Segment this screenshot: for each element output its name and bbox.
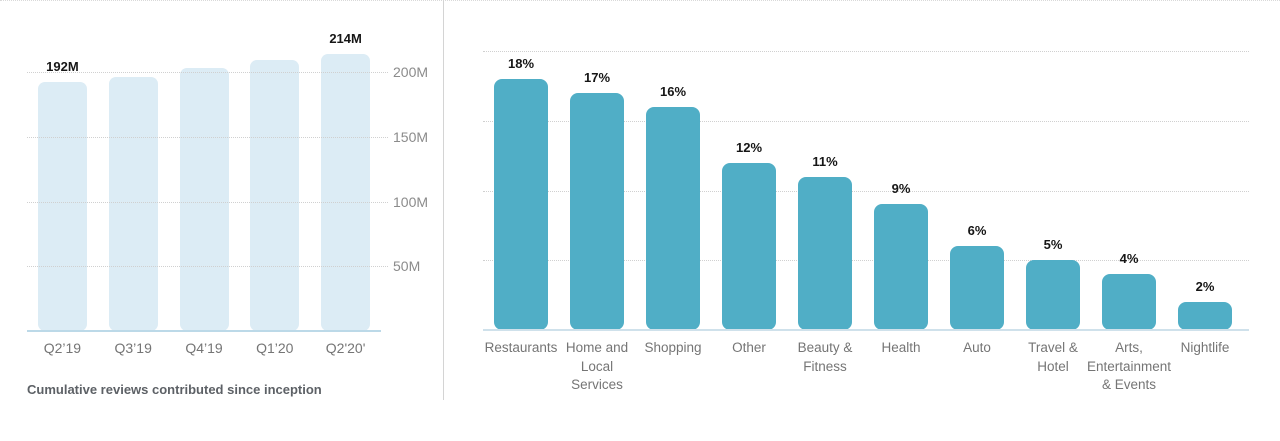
cumulative-reviews-chart: Cumulative reviews contributed since inc… xyxy=(0,0,443,441)
y-axis-tick-label: 200M xyxy=(393,64,429,80)
bar-shopping xyxy=(646,106,700,330)
x-axis-label: Travel & Hotel xyxy=(1028,340,1078,374)
x-axis-label: Q2’19 xyxy=(43,340,82,356)
bar-value-label: 9% xyxy=(891,181,911,197)
x-axis-label: Q3’19 xyxy=(114,340,152,356)
bar-value-label: 17% xyxy=(583,69,611,85)
bar-q4-19 xyxy=(179,68,229,331)
bar-arts-entertainment-events xyxy=(1102,274,1156,330)
reviews-by-category-chart: 18% Restaurants 17% Home and Local Services… xyxy=(443,0,1280,441)
bar-value-label: 192M xyxy=(46,59,79,75)
bar-value-label: 12% xyxy=(735,139,763,155)
gridline-50 xyxy=(27,266,388,268)
x-axis-label: Other xyxy=(732,340,766,355)
gridline-20 xyxy=(483,51,1249,52)
bar-q3-19 xyxy=(108,77,158,331)
bar-value-label: 11% xyxy=(812,153,838,169)
bar-value-label: 5% xyxy=(1043,237,1063,253)
gridline-150 xyxy=(27,136,388,138)
x-axis-label: Health xyxy=(881,340,921,355)
x-axis-label: Q2'20' xyxy=(325,340,366,356)
x-axis-label: Restaurants xyxy=(484,340,558,355)
gridline-15 xyxy=(483,120,1249,122)
y-axis-tick-label: 150M xyxy=(393,128,429,145)
bar-value-label: 16% xyxy=(659,83,687,99)
bar-q2-19 xyxy=(37,82,87,331)
bar-auto xyxy=(950,246,1004,330)
bar-travel-hotel xyxy=(1026,260,1080,330)
gridline-10 xyxy=(483,190,1249,192)
x-axis-label: Shopping xyxy=(644,340,702,355)
gridline-100 xyxy=(27,201,388,203)
x-axis-label: Q4’19 xyxy=(185,340,223,356)
bar-value-label: 6% xyxy=(967,223,987,239)
x-axis-baseline xyxy=(27,330,381,332)
top-border-line xyxy=(0,0,1280,1)
bar-restaurants xyxy=(494,78,548,330)
y-axis-tick-label: 50M xyxy=(393,258,421,275)
x-axis-label: Beauty & Fitness xyxy=(797,340,853,374)
y-axis-tick-label: 100M xyxy=(393,193,429,210)
x-axis-label: Nightlife xyxy=(1180,340,1230,355)
gridline-200 xyxy=(27,72,388,73)
bar-beauty-fitness xyxy=(798,176,852,330)
bar-health xyxy=(874,204,928,330)
x-axis-label: Home and Local Services xyxy=(565,340,629,392)
gridline-5 xyxy=(483,260,1249,262)
x-axis-baseline xyxy=(483,329,1249,331)
bar-home-and-local-services xyxy=(570,92,624,330)
bar-q2-20- xyxy=(321,53,371,331)
bar-q1-20 xyxy=(250,60,300,331)
x-axis-label: Arts, Entertainment & Events xyxy=(1086,340,1172,392)
x-axis-label: Q1’20 xyxy=(256,340,294,356)
x-axis-label: Auto xyxy=(963,340,991,355)
bar-value-label: 214M xyxy=(329,30,362,46)
bar-value-label: 4% xyxy=(1119,251,1139,267)
bar-value-label: 18% xyxy=(507,55,535,71)
chart-caption: Cumulative reviews contributed since inc… xyxy=(27,382,322,397)
bar-other xyxy=(722,162,776,330)
section-divider-line xyxy=(443,0,444,400)
bar-value-label: 2% xyxy=(1195,279,1215,295)
bar-nightlife xyxy=(1178,302,1232,330)
